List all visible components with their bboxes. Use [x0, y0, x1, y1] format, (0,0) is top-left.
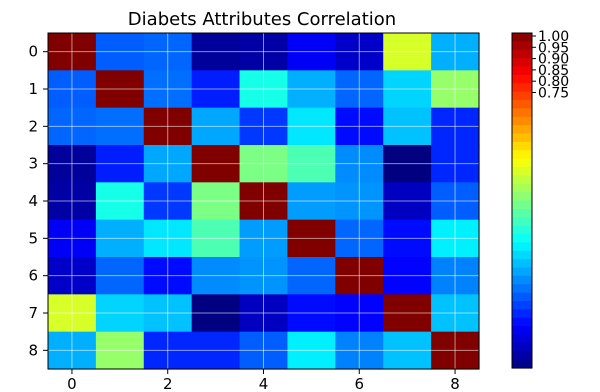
y-tick-label: 1 — [28, 80, 38, 98]
y-tick-label: 3 — [28, 155, 38, 173]
x-axis-ticks: 0 2 4 6 8 — [67, 369, 460, 392]
colorbar-segment — [512, 200, 532, 210]
colorbar-segment — [512, 41, 532, 51]
chart-title: Diabets Attributes Correlation — [128, 9, 396, 30]
x-tick-label: 4 — [259, 375, 269, 392]
colorbar-segment — [512, 301, 532, 310]
colorbar-segment — [512, 58, 532, 68]
colorbar-segment — [512, 108, 532, 118]
y-tick-label: 7 — [28, 304, 38, 322]
colorbar-segment — [512, 334, 532, 344]
y-tick-label: 0 — [28, 43, 38, 61]
colorbar-segment — [512, 125, 532, 135]
colorbar-segment — [512, 83, 532, 93]
colorbar-tick-label: 0.75 — [538, 86, 569, 102]
colorbar-segment — [512, 100, 532, 109]
colorbar-segment — [512, 217, 532, 227]
colorbar-segment — [512, 292, 532, 302]
colorbar-segment — [512, 141, 532, 151]
colorbar-segment — [512, 309, 532, 319]
colorbar-segment — [512, 49, 532, 59]
x-tick-label: 0 — [67, 375, 77, 392]
y-tick-label: 8 — [28, 341, 38, 359]
colorbar-tick-label: 1.00 — [538, 29, 569, 45]
colorbar-tick-label: 0.95 — [538, 40, 569, 56]
colorbar-tick-label: 0.80 — [538, 74, 569, 90]
grid-lines — [48, 33, 479, 369]
y-tick-label: 2 — [28, 117, 38, 135]
colorbar-segment — [512, 175, 532, 185]
colorbar-segment — [512, 192, 532, 202]
y-tick-label: 4 — [28, 192, 38, 210]
colorbar-segment — [512, 267, 532, 277]
x-tick-label: 8 — [450, 375, 460, 392]
colorbar-segment — [512, 326, 532, 336]
y-tick-label: 5 — [28, 229, 38, 247]
colorbar-segment — [512, 66, 532, 76]
colorbar-segment — [512, 167, 532, 176]
colorbar-segment — [512, 275, 532, 285]
colorbar-segment — [512, 183, 532, 193]
colorbar-tick-label: 0.90 — [538, 52, 569, 68]
colorbar-segment — [512, 225, 532, 235]
y-tick-label: 6 — [28, 267, 38, 285]
colorbar-segment — [512, 158, 532, 168]
colorbar-tick-label: 0.85 — [538, 63, 569, 79]
y-axis-ticks: 0 1 2 3 4 5 6 7 8 — [28, 43, 48, 359]
colorbar-segment — [512, 133, 532, 143]
colorbar-segment — [512, 250, 532, 260]
colorbar-segment — [512, 342, 532, 352]
x-tick-label: 2 — [163, 375, 173, 392]
colorbar: 1.000.950.900.850.800.75 — [511, 29, 569, 369]
colorbar-segment — [512, 234, 532, 243]
colorbar-segment — [512, 351, 532, 361]
colorbar-segment — [512, 208, 532, 218]
x-tick-label: 6 — [355, 375, 365, 392]
colorbar-segment — [512, 74, 532, 84]
colorbar-segment — [512, 259, 532, 269]
colorbar-segment — [512, 317, 532, 327]
colorbar-segment — [512, 33, 532, 42]
colorbar-segment — [512, 284, 532, 294]
colorbar-segment — [512, 359, 532, 369]
colorbar-segment — [512, 91, 532, 101]
colorbar-segment — [512, 116, 532, 126]
colorbar-frame — [511, 32, 533, 369]
colorbar-segment — [512, 150, 532, 160]
colorbar-segment — [512, 242, 532, 252]
